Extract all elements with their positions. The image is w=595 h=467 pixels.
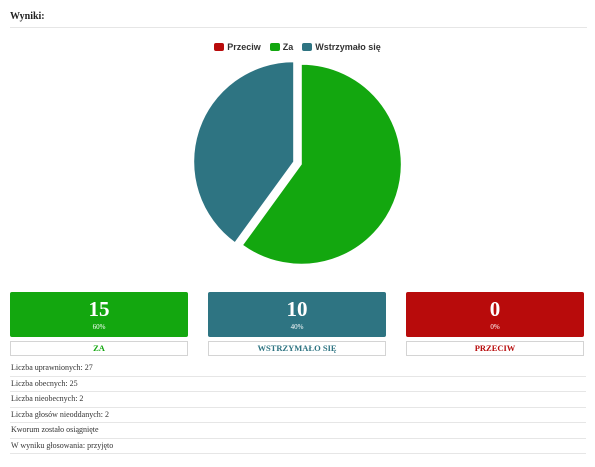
pie-chart (193, 61, 402, 265)
info-row-quorum: Kworum zostało osiągnięte (10, 423, 586, 439)
wstrzymalo-percent: 40% (290, 323, 304, 331)
legend-label-wstrzymalo: Wstrzymało się (315, 42, 381, 52)
przeciw-card: 0 0% (406, 292, 584, 337)
chart-legend: Przeciw Za Wstrzymało się (0, 42, 595, 52)
pie-slice-wstrzymało[interactable] (193, 61, 295, 244)
info-row-eligible: Liczba uprawnionych: 27 (10, 361, 586, 377)
legend-swatch-przeciw (214, 43, 225, 51)
info-row-absent: Liczba nieobecnych: 2 (10, 392, 586, 408)
legend-label-za: Za (282, 42, 294, 52)
legend-item-wstrzymalo[interactable]: Wstrzymało się (302, 42, 381, 52)
legend-label-przeciw: Przeciw (227, 42, 261, 52)
za-count: 15 (88, 297, 110, 321)
legend-item-przeciw[interactable]: Przeciw (214, 42, 261, 52)
za-card: 15 60% (10, 292, 188, 337)
pie-slice-za[interactable] (241, 63, 402, 265)
legend-item-za[interactable]: Za (269, 42, 294, 52)
results-info-list: Liczba uprawnionych: 27 Liczba obecnych:… (10, 361, 586, 454)
info-row-not-cast: Liczba głosów nieoddanych: 2 (10, 408, 586, 423)
wstrzymalo-card: 10 40% (208, 292, 386, 337)
legend-swatch-wstrzymalo (302, 43, 313, 51)
info-row-present: Liczba obecnych: 25 (10, 377, 586, 392)
wstrzymalo-label: WSTRZYMAŁO SIĘ (208, 341, 386, 356)
results-title: Wyniki: (10, 11, 45, 22)
przeciw-label: PRZECIW (406, 341, 584, 356)
wstrzymalo-count: 10 (286, 297, 308, 321)
za-label: ZA (10, 341, 188, 356)
legend-swatch-za (269, 43, 280, 51)
przeciw-count: 0 (489, 297, 501, 321)
title-divider (10, 27, 587, 28)
za-percent: 60% (92, 323, 106, 331)
info-row-outcome: W wyniku głosowania: przyjęto (10, 439, 586, 454)
przeciw-percent: 0% (490, 323, 500, 331)
